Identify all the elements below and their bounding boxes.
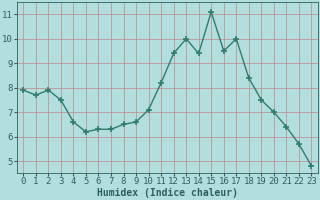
X-axis label: Humidex (Indice chaleur): Humidex (Indice chaleur) <box>97 188 238 198</box>
